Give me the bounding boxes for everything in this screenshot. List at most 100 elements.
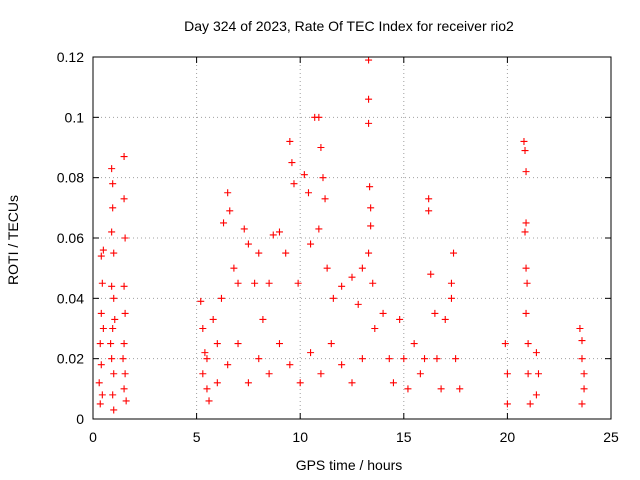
data-point (317, 370, 325, 378)
data-point (358, 355, 366, 363)
data-point (110, 294, 118, 302)
data-point (578, 355, 586, 363)
data-point (95, 379, 103, 387)
data-point (522, 219, 530, 227)
data-point (240, 225, 248, 233)
data-point (109, 180, 117, 188)
data-point (234, 279, 242, 287)
data-point (199, 370, 207, 378)
data-point (580, 385, 588, 393)
data-point (203, 355, 211, 363)
axis-ticks: 0 5 10 15 20 25 0 0.02 0.04 0.06 0.08 0.1 0.12 (57, 49, 619, 445)
data-point (520, 137, 528, 145)
data-point (99, 325, 107, 332)
data-point (108, 282, 116, 290)
data-point (371, 325, 379, 332)
y-axis-label: ROTI / TECUs (5, 195, 21, 285)
data-point (523, 279, 531, 287)
data-point (98, 391, 106, 399)
data-point (121, 234, 129, 242)
x-axis-label: GPS time / hours (296, 457, 403, 473)
data-point (286, 137, 294, 145)
data-point (119, 355, 127, 363)
data-point (286, 361, 294, 369)
data-point (433, 355, 441, 363)
data-point (389, 379, 397, 387)
data-point (522, 264, 530, 272)
data-point (441, 315, 449, 323)
data-point (251, 279, 259, 287)
data-point (503, 400, 511, 408)
data-point (365, 95, 373, 103)
data-point (307, 240, 315, 248)
data-point (315, 225, 323, 233)
data-point (205, 397, 213, 405)
data-point (379, 309, 387, 317)
data-point (452, 355, 460, 363)
data-point (323, 264, 331, 272)
data-point (366, 183, 374, 191)
y-tick-label: 0.1 (65, 109, 85, 125)
data-point (122, 397, 130, 405)
data-point (120, 153, 128, 161)
data-point (110, 249, 118, 257)
data-point (244, 240, 252, 248)
data-point (317, 144, 325, 151)
data-point (217, 294, 225, 302)
data-point (108, 228, 116, 236)
data-point (321, 195, 329, 203)
data-point (521, 228, 529, 236)
data-point (288, 159, 296, 167)
data-point (338, 282, 346, 290)
data-point (338, 361, 346, 369)
data-point (450, 249, 458, 257)
data-point (220, 219, 228, 227)
y-tick-label: 0.04 (57, 290, 84, 306)
data-point (369, 279, 377, 287)
data-point (578, 337, 586, 345)
data-point (197, 297, 205, 305)
x-tick-label: 15 (396, 429, 412, 445)
y-tick-label: 0.02 (57, 351, 84, 367)
x-tick-label: 25 (603, 429, 619, 445)
data-point (97, 252, 105, 260)
data-point (425, 207, 433, 215)
data-point (99, 246, 107, 254)
data-point (578, 400, 586, 408)
data-point (456, 385, 464, 393)
data-point (367, 204, 375, 212)
data-point (447, 294, 455, 302)
data-point (431, 309, 439, 317)
data-point (275, 228, 283, 236)
data-point (111, 315, 119, 323)
data-point (120, 282, 128, 290)
data-point (282, 249, 290, 257)
data-point (437, 385, 445, 393)
data-point (296, 379, 304, 387)
data-point (503, 370, 511, 378)
data-point (234, 340, 242, 348)
grid-lines (93, 57, 611, 419)
data-point (209, 315, 217, 323)
data-point (307, 349, 315, 357)
data-point (365, 119, 373, 127)
data-point (521, 147, 529, 155)
data-point (404, 385, 412, 393)
data-point (580, 370, 588, 378)
data-point (416, 370, 424, 378)
data-point (213, 340, 221, 348)
x-tick-label: 10 (292, 429, 308, 445)
data-point (294, 279, 302, 287)
data-point (447, 279, 455, 287)
data-point (120, 340, 128, 348)
data-point (354, 300, 362, 308)
data-point (96, 340, 104, 348)
data-points (95, 56, 588, 414)
data-point (109, 325, 117, 332)
data-point (201, 349, 209, 357)
data-point (532, 391, 540, 399)
data-point (534, 370, 542, 378)
data-point (121, 370, 129, 378)
x-tick-label: 5 (193, 429, 201, 445)
